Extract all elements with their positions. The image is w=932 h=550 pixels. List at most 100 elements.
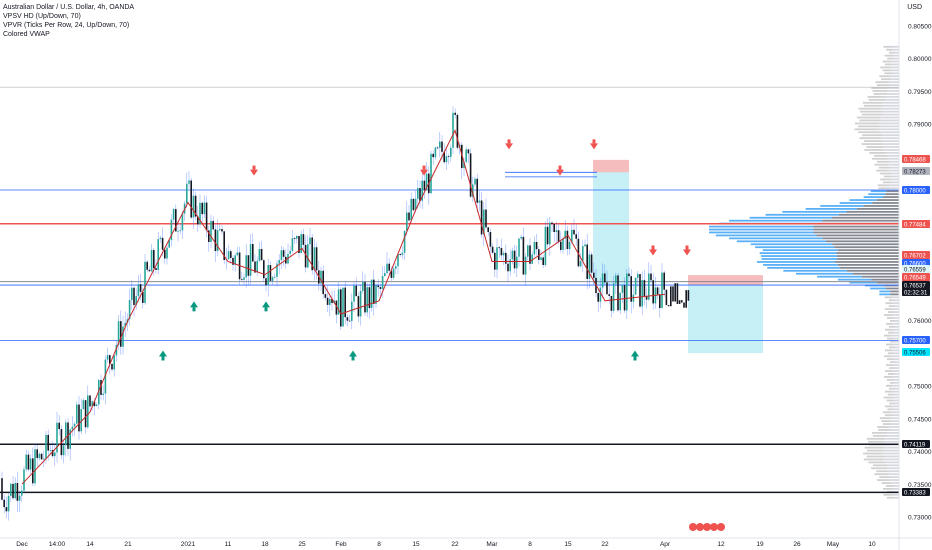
profile-bar-down <box>880 107 899 110</box>
profile-bar-up <box>709 225 814 228</box>
profile-bar-down <box>892 72 899 75</box>
candle-body <box>133 287 135 306</box>
profile-bar-down <box>893 57 899 60</box>
candle-body <box>315 247 318 271</box>
profile-bar-up <box>879 476 891 479</box>
candle-body <box>128 300 131 320</box>
profile-bar-down <box>892 376 899 378</box>
level-tag-label: 0.75506 <box>904 351 926 357</box>
candle-body <box>146 261 148 270</box>
candle-body <box>326 297 329 305</box>
candle-body <box>109 355 111 364</box>
sell-arrow-icon <box>507 139 511 144</box>
profile-bar-down <box>885 193 899 196</box>
profile-bar-up <box>882 423 892 425</box>
profile-bar-up <box>849 281 877 284</box>
candle-body <box>656 287 659 295</box>
level-tag <box>902 155 930 163</box>
indicator-vwap[interactable]: Colored VWAP <box>3 31 50 38</box>
symbol-title[interactable]: Australian Dollar / U.S. Dollar, 4h, OAN… <box>3 4 135 11</box>
profile-bar-down <box>871 278 899 281</box>
time-tick-label: 19 <box>756 541 764 548</box>
price-axis[interactable]: 0.80500 0.80000 0.79500 0.79000 0.76000 0.750… <box>908 23 932 521</box>
time-axis[interactable]: Dec 14:00 14 21 2021 11 18 25 Feb 8 15 22 Mar 8 15 22 Ap… <box>16 541 876 548</box>
profile-bar-up <box>864 284 884 287</box>
candle-body <box>511 250 514 260</box>
profile-bar-up <box>767 266 840 269</box>
sell-arrow-icon <box>683 249 691 256</box>
candle-body <box>181 213 184 231</box>
profile-bar-down <box>890 172 899 175</box>
profile-bar-down <box>887 163 899 166</box>
candle-body <box>93 401 96 407</box>
profile-bar-down <box>883 458 899 461</box>
candle-body <box>43 458 45 460</box>
candle-body <box>258 248 261 261</box>
profile-bar-up <box>750 243 833 246</box>
profile-bar-up <box>863 196 884 199</box>
horizontal-levels[interactable] <box>0 86 899 494</box>
profile-bar-up <box>883 488 892 490</box>
profile-bar-down <box>892 308 899 311</box>
profile-bar-down <box>892 355 899 358</box>
profile-bar-up <box>839 202 873 204</box>
profile-bar-down <box>885 440 899 443</box>
candle-body <box>346 317 349 321</box>
buy-arrow-icon <box>190 301 198 308</box>
candle-body <box>498 247 500 249</box>
candle-body <box>366 287 368 313</box>
profile-bar-down <box>813 231 899 234</box>
candle-body <box>472 184 474 197</box>
candle-body <box>234 255 236 265</box>
candle-body <box>414 198 417 211</box>
profile-bar-down <box>880 116 899 119</box>
profile-bar-down <box>822 219 899 222</box>
profile-bar-down <box>891 420 899 423</box>
candle-body <box>177 230 179 232</box>
indicator-vpvr[interactable]: VPVR (Ticks Per Row, 24, Up/Down, 70) <box>3 22 130 29</box>
time-tick-label: 21 <box>124 541 132 548</box>
profile-bar-down <box>894 299 899 302</box>
level-tag <box>902 440 930 448</box>
profile-bar-up <box>889 320 895 322</box>
candle-body <box>267 265 269 286</box>
candle-body <box>456 114 459 148</box>
candle-body <box>575 234 577 239</box>
profile-bar-up <box>882 411 892 414</box>
profile-bar-up <box>876 160 890 163</box>
profile-bar-down <box>813 225 899 228</box>
candle-body <box>29 458 32 470</box>
profile-bar-down <box>894 51 899 54</box>
candle-body <box>608 294 610 296</box>
candle-body <box>650 273 652 281</box>
profile-bar-down <box>892 405 899 408</box>
profile-bar-down <box>889 184 899 187</box>
candle-body <box>529 245 531 264</box>
candle-body <box>51 450 54 457</box>
candle-body <box>450 147 452 157</box>
profile-bar-down <box>881 119 899 122</box>
profile-bar-up <box>858 131 881 134</box>
profile-bar-down <box>884 95 899 98</box>
profile-bar-up <box>879 75 891 78</box>
profile-bar-up <box>886 358 894 361</box>
sell-arrow-icon <box>252 165 256 170</box>
candle-body <box>397 254 399 267</box>
candle-body <box>102 393 104 395</box>
candle-body <box>230 251 232 258</box>
candle-body <box>170 219 173 241</box>
candle-body <box>395 266 397 269</box>
profile-bar-down <box>887 473 899 476</box>
candle-body <box>370 279 373 308</box>
time-tick-label: 12 <box>717 541 725 548</box>
profile-bar-down <box>894 367 899 369</box>
candle-body <box>678 300 681 304</box>
profile-bar-down <box>891 488 899 490</box>
candle-body <box>623 285 626 311</box>
candle-body <box>538 249 540 260</box>
candle-body <box>381 276 384 289</box>
candle-body <box>168 240 170 248</box>
indicator-vpsv[interactable]: VPSV HD (Up/Down, 70) <box>3 13 81 20</box>
candle-body <box>373 279 375 304</box>
